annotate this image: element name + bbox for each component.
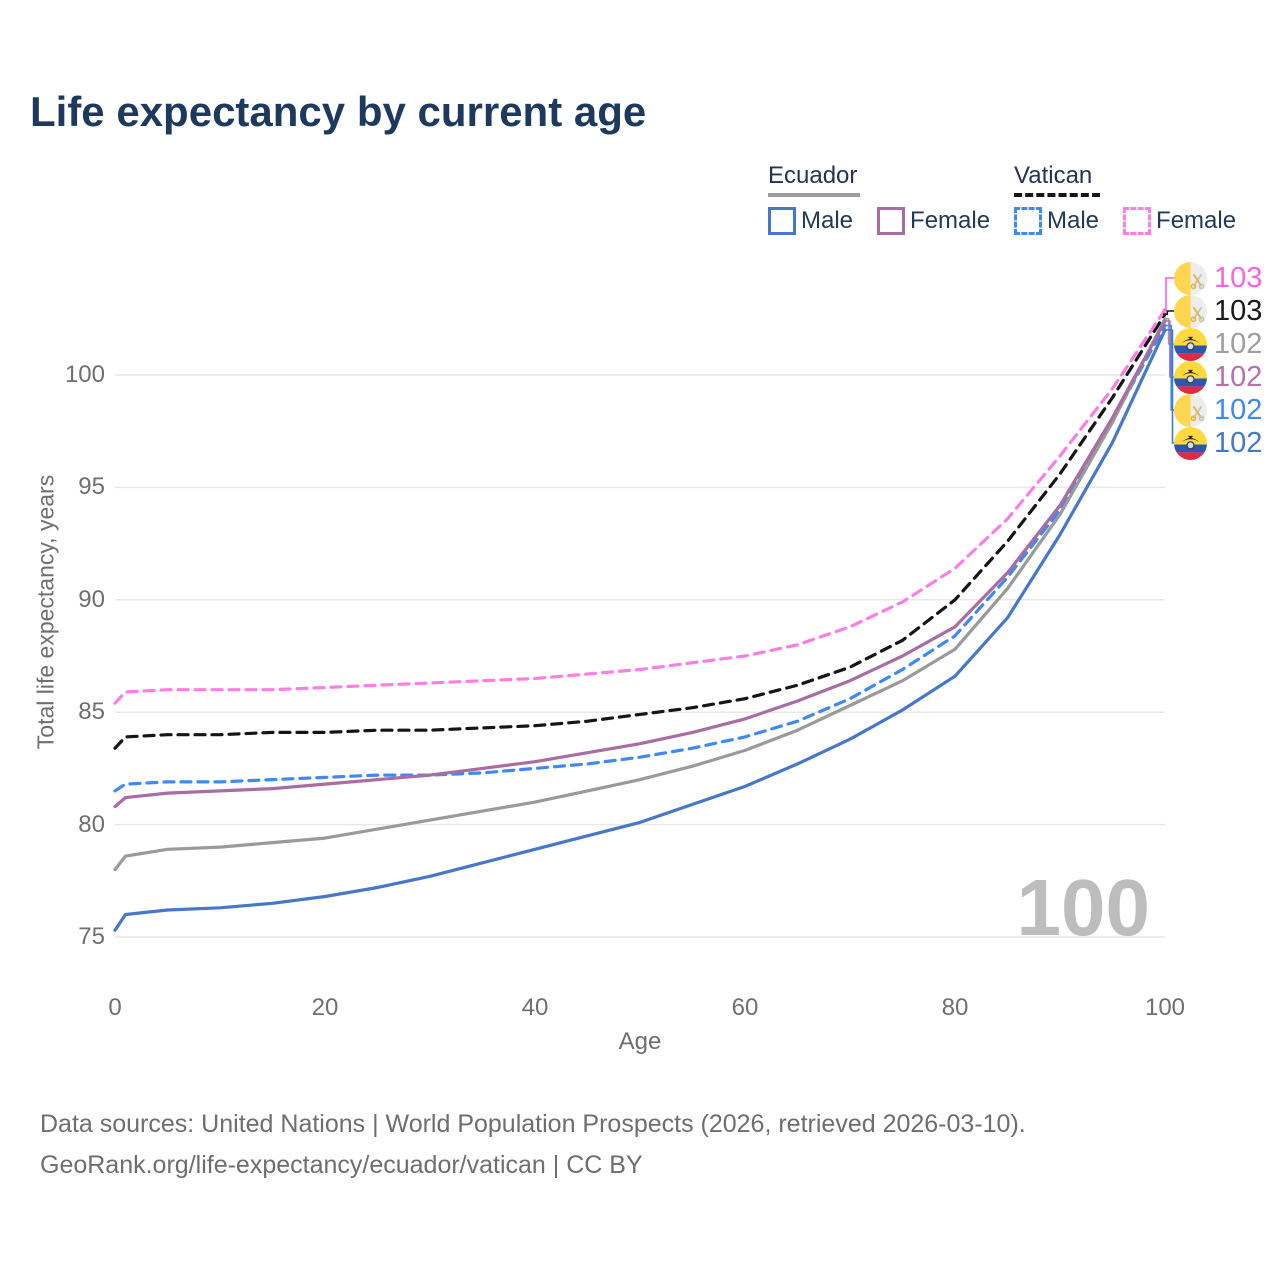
legend-label-ecuador-male[interactable]: Male <box>801 207 854 234</box>
endpoint-row-ecuador-male: 102 <box>1174 426 1262 460</box>
legend-swatch-vatican-female[interactable] <box>1123 207 1152 235</box>
x-tick-label: 100 <box>1144 994 1186 1021</box>
page-title: Life expectancy by current age <box>30 88 647 135</box>
vatican-flag-icon <box>1174 261 1207 295</box>
endpoint-value: 102 <box>1214 393 1263 426</box>
legend-label-ecuador-female[interactable]: Female <box>910 207 991 234</box>
endpoint-value: 102 <box>1214 426 1263 459</box>
ecuador-flag-icon <box>1174 426 1207 460</box>
x-tick-label: 60 <box>731 994 759 1021</box>
legend-swatch-vatican-male[interactable] <box>1014 207 1042 235</box>
series-line-ecuador_total[interactable] <box>113 317 1167 872</box>
series-line-vatican_female[interactable] <box>113 308 1167 705</box>
endpoint-row-ecuador-total: 102 <box>1174 327 1262 361</box>
data-sources-line: Data sources: United Nations | World Pop… <box>40 1110 1026 1138</box>
legend-group-ecuador: Ecuador Male Female <box>768 162 1014 235</box>
endpoint-value: 103 <box>1214 294 1263 327</box>
legend-group-vatican: Vatican Male Female <box>1014 162 1260 235</box>
endpoint-connector <box>1163 277 1174 311</box>
legend-swatch-ecuador-male[interactable] <box>768 207 796 235</box>
attribution-line: GeoRank.org/life-expectancy/ecuador/vati… <box>40 1151 643 1179</box>
ecuador-flag-icon <box>1174 360 1207 394</box>
endpoint-row-vatican-total: 103 <box>1174 294 1262 328</box>
ecuador-flag-icon <box>1174 327 1207 361</box>
x-tick-label: 40 <box>521 994 549 1021</box>
endpoint-row-ecuador-female: 102 <box>1174 360 1262 394</box>
series-line-ecuador_male[interactable] <box>113 328 1167 932</box>
y-tick-label: 80 <box>78 810 105 838</box>
y-tick-label: 85 <box>78 698 105 726</box>
series-line-vatican_male[interactable] <box>113 323 1167 793</box>
legend-swatch-ecuador-female[interactable] <box>877 207 906 235</box>
legend-label-vatican-female[interactable]: Female <box>1156 207 1237 234</box>
y-tick-label: 100 <box>64 361 105 388</box>
x-tick-label: 20 <box>311 994 339 1021</box>
x-tick-label: 0 <box>108 994 122 1021</box>
endpoint-row-vatican-male: 102 <box>1174 393 1262 427</box>
endpoint-connector <box>1163 329 1174 444</box>
x-tick-label: 80 <box>941 994 969 1021</box>
series-line-ecuador_female[interactable] <box>113 319 1167 809</box>
endpoint-value: 103 <box>1214 261 1263 294</box>
y-tick-label: 75 <box>78 923 105 950</box>
vatican-flag-icon <box>1174 294 1207 328</box>
legend-country-ecuador[interactable]: Ecuador <box>768 162 860 197</box>
y-tick-label: 90 <box>78 585 105 613</box>
endpoint-value: 102 <box>1214 327 1263 360</box>
series-line-vatican_total[interactable] <box>113 312 1167 750</box>
x-axis-title: Age <box>618 1028 662 1055</box>
vatican-flag-icon <box>1174 393 1207 427</box>
footer: Data sources: United Nations | World Pop… <box>40 1104 1026 1186</box>
legend-country-vatican[interactable]: Vatican <box>1014 162 1100 197</box>
legend-label-vatican-male[interactable]: Male <box>1047 207 1100 234</box>
y-tick-label: 95 <box>78 473 105 501</box>
endpoint-value: 102 <box>1214 360 1263 393</box>
endpoint-row-vatican-female: 103 <box>1174 261 1262 295</box>
endpoint-connector <box>1163 310 1174 316</box>
